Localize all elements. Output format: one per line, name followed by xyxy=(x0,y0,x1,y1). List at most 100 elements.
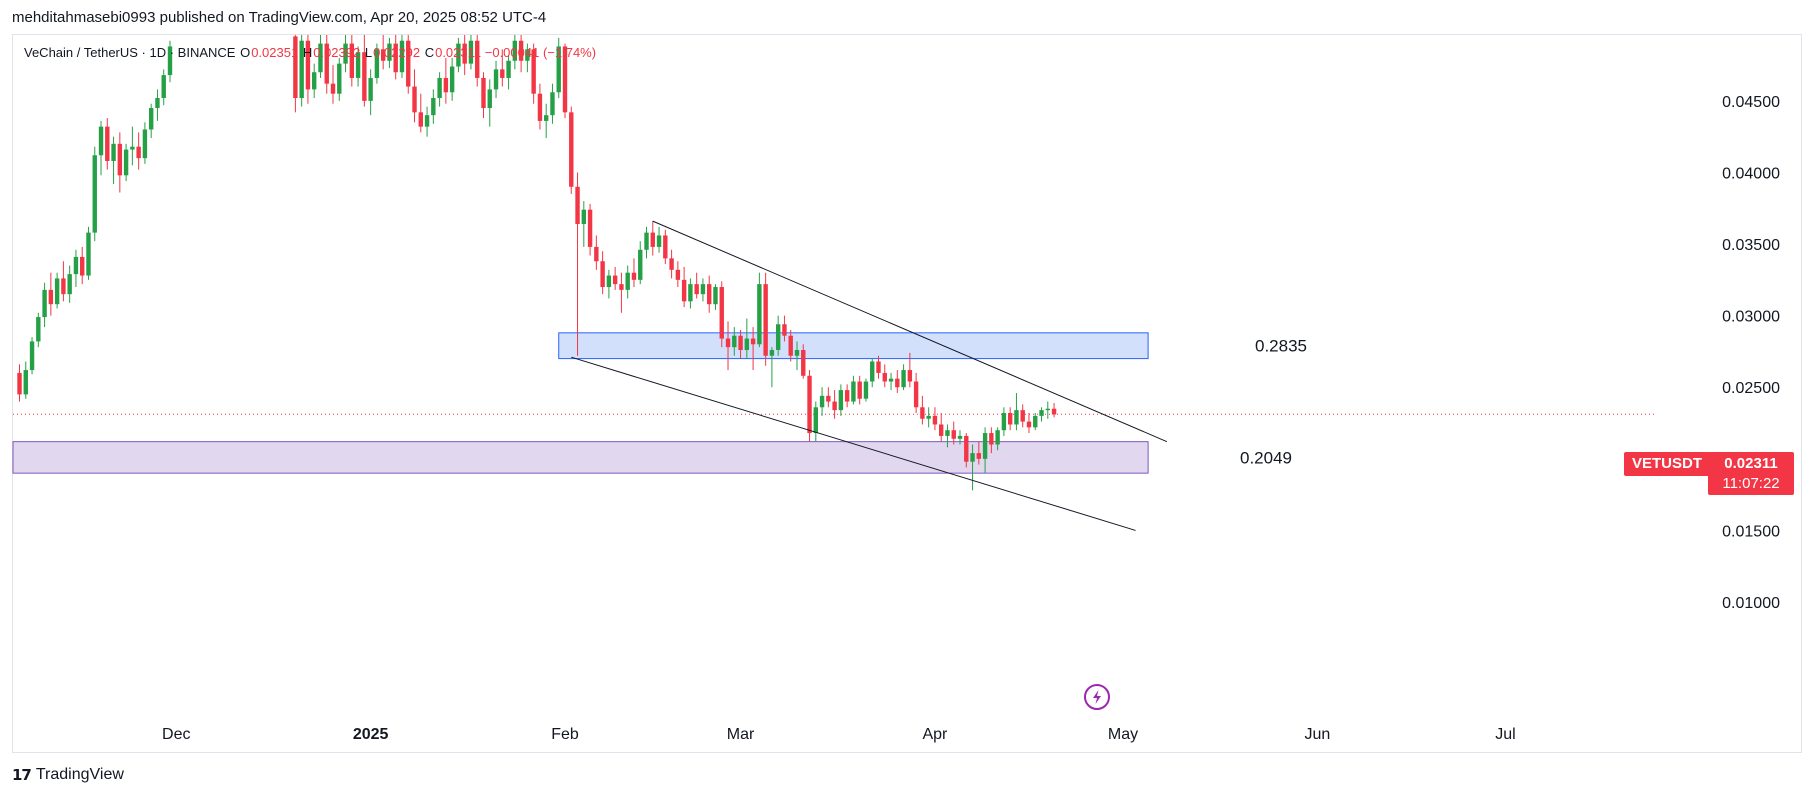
candle-body xyxy=(788,335,793,356)
candle-body xyxy=(550,92,555,116)
candle xyxy=(305,35,311,104)
candle-body xyxy=(437,77,442,99)
candle-body xyxy=(449,66,455,93)
candle-body xyxy=(807,375,812,434)
candle-body xyxy=(537,93,543,121)
legend-low-label: L xyxy=(364,45,373,60)
candle-body xyxy=(826,395,831,402)
candle-body xyxy=(939,424,944,436)
candle xyxy=(989,427,994,454)
candle xyxy=(782,315,787,342)
candle xyxy=(794,341,800,371)
candle-body xyxy=(305,40,311,90)
candle xyxy=(744,318,750,359)
zone-upper[interactable] xyxy=(558,332,1149,360)
legend-open-label: O xyxy=(240,45,251,60)
candle xyxy=(964,433,969,468)
legend-symbol-name: VeChain / TetherUS · 1D · BINANCE xyxy=(24,45,236,60)
candle xyxy=(437,72,442,107)
candle xyxy=(343,35,348,73)
candle-body xyxy=(719,287,724,339)
y-tick-label: 0.01000 xyxy=(1722,595,1780,612)
candle xyxy=(619,272,624,313)
candle xyxy=(951,421,956,445)
candle xyxy=(105,118,110,170)
candle xyxy=(142,122,148,164)
candle-body xyxy=(882,372,887,382)
legend-open-value: 0.02351 xyxy=(251,45,299,60)
candle xyxy=(669,249,674,279)
candle xyxy=(399,35,405,78)
candle xyxy=(1045,401,1050,419)
candle-body xyxy=(782,324,787,336)
candle-body xyxy=(606,275,612,288)
candle-body xyxy=(707,284,712,305)
trendline-2[interactable] xyxy=(571,356,1136,531)
zone-labels: 0.2835 0.2049 xyxy=(1240,337,1307,468)
candle-body xyxy=(468,40,474,64)
candle-body xyxy=(989,433,994,445)
candle xyxy=(788,329,793,362)
candle-body xyxy=(362,52,367,101)
candle xyxy=(23,361,28,399)
candle xyxy=(913,372,919,414)
candle xyxy=(481,72,486,119)
candle xyxy=(587,203,593,256)
candle xyxy=(838,384,844,416)
candle xyxy=(387,37,392,68)
candle-body xyxy=(148,108,154,130)
candle-body xyxy=(92,155,97,233)
candle-body xyxy=(612,275,618,285)
candle xyxy=(562,43,568,119)
candle-body xyxy=(456,43,461,67)
tradingview-brand[interactable]: 17 TradingView xyxy=(12,766,124,784)
candle xyxy=(1033,413,1038,431)
candle-body xyxy=(713,287,718,305)
candle-body xyxy=(293,36,298,99)
candle xyxy=(368,69,373,116)
candle-body xyxy=(123,149,129,176)
candle xyxy=(512,35,518,70)
chart-frame[interactable] xyxy=(12,34,1802,753)
candle-body xyxy=(330,83,336,94)
candle-body xyxy=(406,40,411,87)
candle xyxy=(500,49,505,87)
candle xyxy=(412,69,417,123)
candle-body xyxy=(337,63,342,94)
candle-body xyxy=(932,415,938,425)
candle-body xyxy=(951,430,956,439)
candle-body xyxy=(387,43,392,61)
candle xyxy=(882,364,887,388)
symbol-legend[interactable]: VeChain / TetherUS · 1D · BINANCE O0.023… xyxy=(24,45,596,60)
candle-body xyxy=(738,335,743,351)
candle xyxy=(525,43,530,73)
candle xyxy=(995,427,1000,451)
candle-body xyxy=(700,284,706,295)
candle xyxy=(844,384,850,408)
last-price-box: 0.02311 11:07:22 xyxy=(1708,452,1794,495)
candle-body xyxy=(543,115,549,121)
candle xyxy=(888,372,894,391)
zones-layer xyxy=(12,332,1149,474)
x-tick-label: Apr xyxy=(922,726,948,743)
trendline-1[interactable] xyxy=(652,220,1168,443)
candle xyxy=(575,172,580,356)
symbol-price-tag: VETUSDT xyxy=(1624,452,1711,476)
candle xyxy=(857,375,862,405)
candle-body xyxy=(142,129,148,159)
candle-body xyxy=(763,284,768,356)
candle xyxy=(1039,407,1044,422)
candle xyxy=(123,143,129,182)
candle-body xyxy=(870,361,875,382)
candle-body xyxy=(105,126,110,162)
candle-body xyxy=(368,77,373,101)
flash-icon[interactable] xyxy=(1084,684,1110,710)
candle-body xyxy=(694,284,699,295)
zone-lower[interactable] xyxy=(12,441,1149,474)
candle-body xyxy=(1026,421,1032,428)
candle-body xyxy=(380,49,386,61)
candle-body xyxy=(23,370,28,395)
candle-body xyxy=(412,86,417,113)
candle xyxy=(293,35,298,113)
